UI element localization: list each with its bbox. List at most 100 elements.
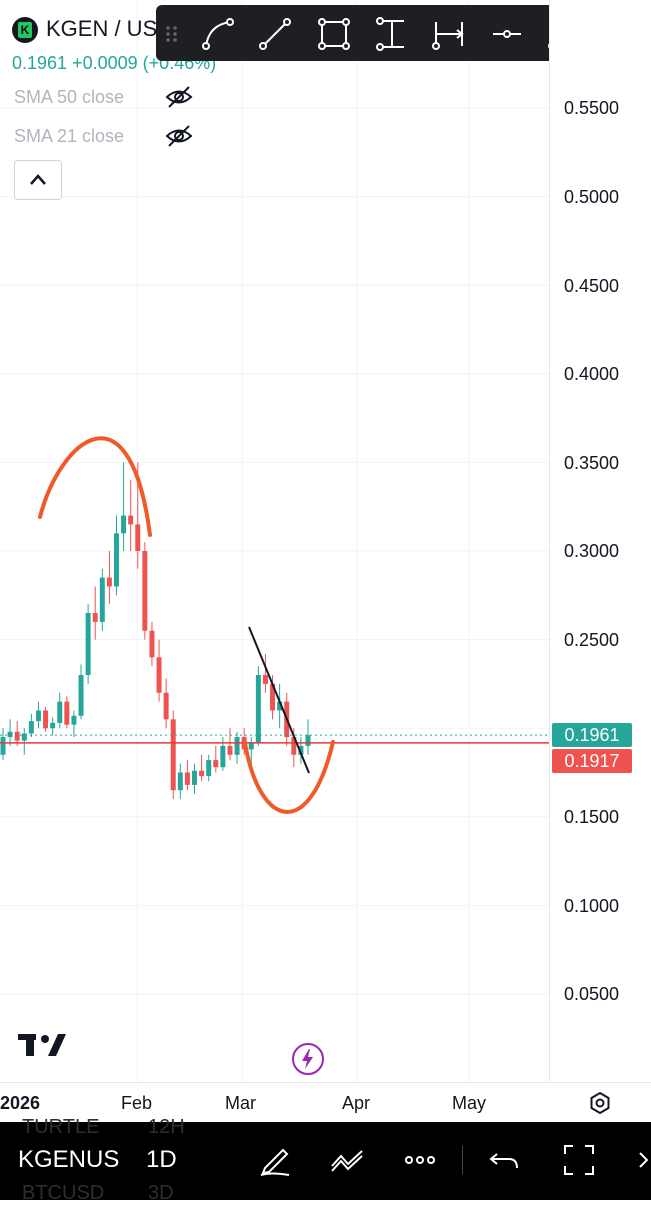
drawing-toolbar <box>156 5 593 61</box>
price-axis[interactable]: 0.5500 0.5000 0.4500 0.4000 0.3500 0.300… <box>549 0 651 1082</box>
price-summary: 0.1961 +0.0009 (+0.46%) <box>12 53 216 74</box>
candle-body <box>99 577 105 622</box>
fullscreen-icon[interactable] <box>561 1142 597 1178</box>
price-tick: 0.4500 <box>564 276 620 296</box>
candle-body <box>227 745 233 755</box>
price-tick: 0.5500 <box>564 98 620 118</box>
lightning-icon[interactable] <box>292 1043 324 1075</box>
price-tick: 0.2500 <box>564 630 620 650</box>
candle-body <box>262 675 268 684</box>
collapse-legend-button[interactable] <box>14 160 62 200</box>
candle-body <box>220 745 226 768</box>
trend-line <box>248 626 310 774</box>
candle-body <box>135 524 141 551</box>
candle-body <box>305 735 311 746</box>
candle-body <box>206 760 212 777</box>
price-tick: 0.5000 <box>564 187 620 207</box>
candle-body <box>199 770 205 777</box>
candle-body <box>106 577 112 587</box>
candle-body <box>213 760 219 768</box>
candle-body <box>21 733 27 741</box>
candle-body <box>85 613 91 676</box>
price-tick: 0.1000 <box>564 896 620 916</box>
candle-body <box>28 721 34 734</box>
ghost-symbol: TURTLE <box>22 1116 100 1138</box>
candle-body <box>71 715 77 725</box>
candle-body <box>128 515 134 525</box>
drag-handle-icon[interactable] <box>162 17 182 51</box>
line-tool-icon[interactable] <box>258 17 292 51</box>
candle-body <box>184 772 190 785</box>
symbol-title[interactable]: KGEN / US <box>46 16 158 41</box>
indicator-label-sma50[interactable]: SMA 50 close <box>14 87 125 107</box>
candle-body <box>43 710 49 729</box>
candle-body <box>113 533 119 587</box>
time-tick: Feb <box>121 1093 153 1113</box>
tradingview-logo <box>18 1034 66 1056</box>
candle-body <box>7 731 13 738</box>
time-axis[interactable]: 2026 Feb Mar Apr May <box>0 1082 651 1123</box>
candle-body <box>277 701 283 711</box>
candle-body <box>255 675 261 743</box>
price-tick: 0.1500 <box>564 807 620 827</box>
candle-body <box>57 701 63 723</box>
candle-body <box>149 630 155 658</box>
price-change: +0.0009 <box>72 53 138 73</box>
interval-button[interactable]: 1D <box>146 1146 177 1173</box>
time-tick: Apr <box>342 1093 371 1113</box>
candle-body <box>234 737 240 755</box>
annotation-arc-bottom <box>243 740 335 814</box>
current-price-badge: 0.1961 <box>552 723 632 747</box>
candle-body <box>298 745 304 755</box>
candle-body <box>50 722 56 729</box>
candle-body <box>121 515 127 534</box>
symbol-logo-icon: K <box>12 17 38 43</box>
candle-body <box>0 737 6 755</box>
candle-body <box>291 737 297 755</box>
time-tick: May <box>452 1093 487 1113</box>
indicator-label-sma21[interactable]: SMA 21 close <box>14 126 125 146</box>
rectangle-tool-icon[interactable] <box>317 17 351 51</box>
price-tick: 0.4000 <box>564 364 620 384</box>
time-tick: 2026 <box>0 1093 41 1113</box>
candle-body <box>35 710 41 722</box>
annotation-arc-top <box>38 436 152 537</box>
curve-tool-icon[interactable] <box>201 17 235 51</box>
eye-off-icon[interactable] <box>164 85 194 109</box>
candle-body <box>156 657 162 693</box>
chevron-right-icon[interactable] <box>634 1142 651 1178</box>
separator <box>462 1146 463 1174</box>
candle-body <box>192 770 198 785</box>
date-range-tool-icon[interactable] <box>432 17 466 51</box>
candle-body <box>92 613 98 622</box>
horizontal-ray-icon[interactable] <box>490 17 524 51</box>
ghost-interval: 12H <box>148 1116 185 1138</box>
candle-body <box>142 551 148 631</box>
last-price: 0.1961 <box>12 53 68 73</box>
eye-off-icon[interactable] <box>164 124 194 148</box>
more-icon[interactable] <box>402 1142 438 1178</box>
settings-icon[interactable] <box>588 1091 612 1115</box>
price-tick: 0.0500 <box>564 984 620 1004</box>
chart-pane[interactable]: K KGEN / US 0.1961 +0.0009 (+0.46%) SMA … <box>0 0 549 1082</box>
price-tick: 0.3000 <box>564 541 620 561</box>
candle-body <box>163 692 169 720</box>
ghost-symbol: BTCUSD <box>22 1182 105 1204</box>
drawing-pen-icon[interactable] <box>257 1142 293 1178</box>
candle-body <box>270 683 276 711</box>
symbol-button[interactable]: KGENUS <box>18 1146 120 1173</box>
undo-icon[interactable] <box>487 1142 523 1178</box>
price-chart[interactable] <box>0 0 549 1082</box>
candle-body <box>78 675 84 716</box>
level-price-badge: 0.1917 <box>552 749 632 773</box>
candle-body <box>14 731 20 741</box>
candle-body <box>248 742 254 750</box>
candle-body <box>177 772 183 791</box>
ghost-interval: 3D <box>148 1182 174 1204</box>
price-range-tool-icon[interactable] <box>375 17 409 51</box>
chevron-up-icon <box>30 174 46 185</box>
bottom-toolbar: TURTLE 12H BTCUSD 3D KGENUS 1D <box>0 1116 651 1204</box>
candle-body <box>170 719 176 791</box>
indicators-icon[interactable] <box>329 1142 365 1178</box>
price-tick: 0.3500 <box>564 453 620 473</box>
